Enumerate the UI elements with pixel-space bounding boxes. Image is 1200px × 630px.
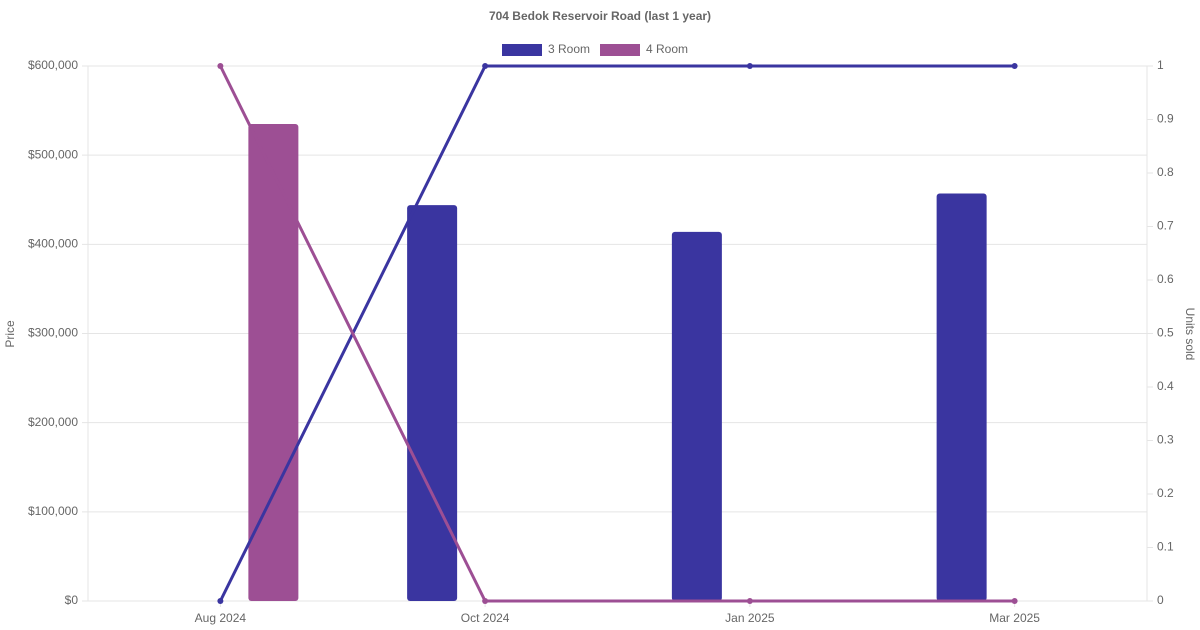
units-point bbox=[1011, 598, 1018, 604]
y2-tick-label: 0.4 bbox=[1157, 379, 1174, 393]
legend-label: 4 Room bbox=[646, 42, 688, 56]
chart-title: 704 Bedok Reservoir Road (last 1 year) bbox=[489, 9, 711, 23]
y2-tick-label: 0.5 bbox=[1157, 326, 1174, 340]
y2-tick-label: 0.1 bbox=[1157, 540, 1174, 554]
y-tick-label: $100,000 bbox=[28, 504, 78, 518]
y2-tick-label: 1 bbox=[1157, 58, 1164, 72]
y2-tick-label: 0.7 bbox=[1157, 219, 1174, 233]
units-point bbox=[746, 598, 753, 604]
units-point bbox=[217, 63, 224, 69]
y2-tick-label: 0 bbox=[1157, 593, 1164, 607]
x-tick-label: Oct 2024 bbox=[461, 611, 510, 625]
x-tick-label: Aug 2024 bbox=[195, 611, 247, 625]
y-tick-label: $200,000 bbox=[28, 415, 78, 429]
bar bbox=[407, 205, 458, 601]
y-tick-label: $0 bbox=[65, 593, 79, 607]
units-point bbox=[1011, 63, 1018, 69]
bar bbox=[248, 123, 299, 601]
legend-swatch bbox=[502, 44, 542, 56]
y-tick-label: $300,000 bbox=[28, 326, 78, 340]
units-point bbox=[482, 63, 489, 69]
units-point bbox=[482, 598, 489, 604]
x-tick-label: Mar 2025 bbox=[989, 611, 1040, 625]
bar bbox=[936, 193, 987, 601]
units-point bbox=[746, 63, 753, 69]
y2-axis-label: Units sold bbox=[1183, 308, 1197, 361]
y-axis-label: Price bbox=[3, 320, 17, 348]
y-tick-label: $400,000 bbox=[28, 237, 78, 251]
units-point bbox=[217, 598, 224, 604]
y2-tick-label: 0.8 bbox=[1157, 165, 1174, 179]
units-line bbox=[219, 65, 1015, 603]
y-tick-label: $500,000 bbox=[28, 147, 78, 161]
y2-tick-label: 0.3 bbox=[1157, 433, 1174, 447]
y2-tick-label: 0.2 bbox=[1157, 486, 1174, 500]
y2-tick-label: 0.9 bbox=[1157, 112, 1174, 126]
x-tick-label: Jan 2025 bbox=[725, 611, 775, 625]
legend-label: 3 Room bbox=[548, 42, 590, 56]
bar bbox=[671, 231, 722, 601]
legend-swatch bbox=[600, 44, 640, 56]
y-tick-label: $600,000 bbox=[28, 58, 78, 72]
y2-tick-label: 0.6 bbox=[1157, 272, 1174, 286]
